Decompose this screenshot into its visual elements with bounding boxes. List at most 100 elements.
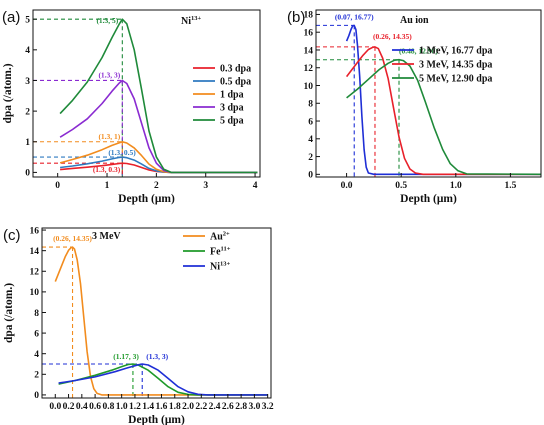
y-tick-label: 14 xyxy=(304,46,314,56)
series-line-2 xyxy=(58,363,268,396)
series-line-2 xyxy=(346,58,542,176)
legend-entry-name: 0.3 dpa xyxy=(220,64,251,75)
legend-entry-4: 5 dpa xyxy=(220,116,244,127)
legend-entry-name: Fe xyxy=(210,247,221,258)
x-tick-label: 1.5 xyxy=(504,181,516,191)
panel-label: (c) xyxy=(3,227,21,244)
y-tick-label: 3 xyxy=(25,77,30,87)
y-tick-label: 16 xyxy=(30,226,40,236)
peak-annotation: (1.3, 3) xyxy=(146,352,168,361)
peak-annotation: (0.26, 14.35) xyxy=(53,234,92,243)
x-axis-label: Depth (μm) xyxy=(118,193,175,205)
y-axis-label: dpa (/atom.) xyxy=(2,63,14,123)
y-tick-label: 16 xyxy=(304,29,314,39)
legend-entry-superscript: 2+ xyxy=(223,231,230,238)
peak-annotation: (0.07, 16.77) xyxy=(335,12,374,21)
x-tick-label: 0.2 xyxy=(63,402,75,412)
panel-note-text: Au ion xyxy=(400,15,429,26)
legend-entry-1: 0.5 dpa xyxy=(220,77,251,88)
plot-frame xyxy=(315,9,542,178)
x-tick-label: 1.0 xyxy=(116,402,128,412)
y-tick-label: 4 xyxy=(34,350,39,360)
y-tick-label: 18 xyxy=(304,11,314,21)
x-tick-label: 2.6 xyxy=(222,402,234,412)
x-tick-label: 0 xyxy=(55,181,60,191)
y-tick-label: 12 xyxy=(304,64,314,74)
chart-panel-0: 0 1 2 3 4 0 1 2 3 4 5 Depth (μm) dpa (/atom.) (a) Ni13… xyxy=(2,9,261,205)
y-tick-label: 10 xyxy=(30,288,40,298)
y-tick-label: 2 xyxy=(34,371,39,381)
x-tick-label: 1.8 xyxy=(169,402,181,412)
legend-entry-3: 3 dpa xyxy=(220,103,244,114)
panel-label: (a) xyxy=(2,9,20,26)
series-line-4 xyxy=(59,18,258,174)
y-tick-label: 6 xyxy=(34,329,39,339)
panel-note: 3 MeV xyxy=(92,231,121,242)
legend: 1 MeV, 16.77 dpa 3 MeV, 14.35 dpa 5 MeV, 1… xyxy=(392,46,492,85)
y-tick-label: 2 xyxy=(25,107,30,117)
y-tick-label: 12 xyxy=(30,268,40,278)
x-tick-label: 0.6 xyxy=(89,402,101,412)
legend-entry-0: Au2+ xyxy=(210,231,230,243)
x-tick-label: 2 xyxy=(154,181,159,191)
legend-entry-name: 5 MeV, 12.90 dpa xyxy=(419,74,492,85)
x-tick-label: 1.0 xyxy=(450,181,462,191)
y-tick-label: 5 xyxy=(25,15,30,25)
legend-entry-1: 3 MeV, 14.35 dpa xyxy=(419,60,492,71)
x-tick-label: 2.8 xyxy=(235,402,247,412)
x-tick-label: 2.0 xyxy=(182,402,194,412)
legend-entry-2: 1 dpa xyxy=(220,90,244,101)
peak-annotation: (1.3, 3) xyxy=(98,70,120,79)
legend-entry-name: 3 MeV, 14.35 dpa xyxy=(419,60,492,71)
legend-entry-name: 3 dpa xyxy=(220,103,244,114)
panel-label: (b) xyxy=(287,9,305,26)
legend-entry-name: Ni xyxy=(210,262,220,273)
series-line-0 xyxy=(345,24,541,176)
legend-entry-name: 1 dpa xyxy=(220,90,244,101)
legend-entry-name: 5 dpa xyxy=(220,116,244,127)
y-tick-label: 2 xyxy=(308,153,313,163)
plot-frame xyxy=(32,9,261,178)
y-tick-label: 0 xyxy=(308,171,313,181)
peak-annotation: (0.26, 14.35) xyxy=(373,32,412,41)
y-tick-label: 1 xyxy=(25,138,30,148)
legend-entry-name: 1 MeV, 16.77 dpa xyxy=(419,46,492,57)
x-axis-label: Depth (μm) xyxy=(128,414,185,425)
legend-entry-name: 0.5 dpa xyxy=(220,77,251,88)
y-tick-label: 0 xyxy=(34,391,39,401)
x-tick-label: 0.4 xyxy=(76,402,88,412)
x-tick-label: 1.4 xyxy=(142,402,154,412)
legend-entry-0: 1 MeV, 16.77 dpa xyxy=(419,46,492,57)
x-tick-label: 1.2 xyxy=(129,402,141,412)
chart-panel-2: 0.0 0.2 0.4 0.6 0.8 1.0 1.2 1.4 1.6 1.8 2.0 2.2 2.4 2… xyxy=(3,226,274,425)
peak-annotation: (1.17, 3) xyxy=(113,352,139,361)
x-tick-label: 0.0 xyxy=(341,181,353,191)
peak-annotation: (1.3, 5) xyxy=(96,16,118,25)
x-tick-label: 0.0 xyxy=(49,402,61,412)
y-tick-label: 4 xyxy=(308,135,313,145)
panel-note: Au ion xyxy=(400,15,429,26)
panel-note-superscript: 13+ xyxy=(191,15,202,22)
x-tick-label: 2.2 xyxy=(195,402,207,412)
x-tick-label: 1.6 xyxy=(156,402,168,412)
y-tick-label: 0 xyxy=(25,169,30,179)
legend-entry-0: 0.3 dpa xyxy=(220,64,251,75)
chart-panel-1: 0.0 0.5 1.0 1.5 0 2 4 6 8 10 12 14 16 18 Depth (μm) (b)… xyxy=(287,9,542,205)
y-tick-label: 8 xyxy=(308,100,313,110)
legend-entry-name: Au xyxy=(210,232,223,243)
x-tick-label: 4 xyxy=(253,181,258,191)
y-tick-label: 10 xyxy=(304,82,314,92)
x-axis-label: Depth (μm) xyxy=(400,193,457,205)
legend-entry-superscript: 13+ xyxy=(220,261,231,268)
panel-note: Ni13+ xyxy=(181,15,202,27)
legend: Au2+ Fe11+ Ni13+ xyxy=(183,231,231,273)
x-tick-label: 2.4 xyxy=(209,402,221,412)
peak-annotation: (1.3, 0.5) xyxy=(108,148,136,157)
x-tick-label: 0.5 xyxy=(395,181,407,191)
y-tick-label: 14 xyxy=(30,247,40,257)
peak-annotation: (1.3, 1) xyxy=(98,132,120,141)
legend-entry-2: Ni13+ xyxy=(210,261,231,273)
panel-note-text: Ni xyxy=(181,16,191,27)
legend-entry-2: 5 MeV, 12.90 dpa xyxy=(419,74,492,85)
